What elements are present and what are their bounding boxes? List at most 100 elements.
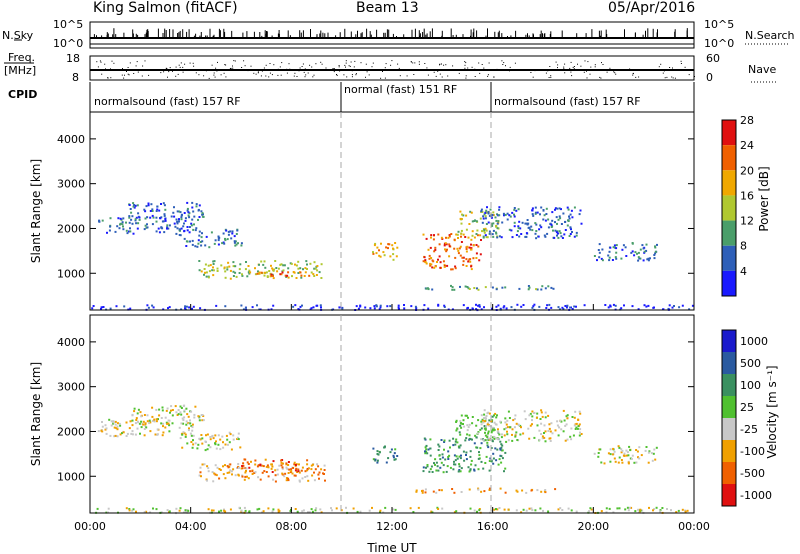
freq-dot: [344, 69, 346, 71]
data-cell: [232, 270, 235, 273]
data-cell: [101, 219, 104, 222]
cbar-swatch: [722, 120, 736, 146]
data-cell: [122, 431, 125, 434]
data-cell: [652, 509, 654, 512]
data-cell: [458, 247, 461, 250]
data-cell: [305, 260, 308, 263]
data-cell: [184, 433, 187, 436]
data-cell: [490, 216, 493, 219]
data-cell: [466, 424, 469, 427]
data-cell: [437, 449, 440, 451]
data-cell: [492, 214, 495, 217]
data-cell: [427, 307, 430, 310]
data-cell: [431, 259, 434, 262]
data-cell: [203, 268, 206, 270]
data-cell: [504, 286, 507, 289]
data-cell: [208, 246, 211, 249]
data-cell: [217, 239, 220, 242]
data-cell: [459, 245, 462, 248]
data-cell: [166, 226, 169, 229]
data-cell: [646, 258, 649, 261]
scatter-region-11: [95, 506, 689, 515]
data-cell: [541, 435, 544, 438]
data-cell: [559, 232, 562, 235]
data-cell: [433, 462, 435, 465]
data-cell: [477, 432, 479, 435]
data-cell: [519, 227, 522, 230]
cpid-segment-2: normal (fast) 151 RF: [344, 83, 458, 96]
data-cell: [555, 231, 558, 234]
data-cell: [502, 306, 505, 309]
data-cell: [488, 419, 491, 422]
data-cell: [214, 239, 217, 242]
data-cell: [417, 506, 420, 509]
data-cell: [544, 430, 547, 433]
data-cell: [618, 507, 621, 510]
freq-dot: [555, 61, 557, 63]
freq-dot: [344, 64, 346, 66]
data-cell: [468, 223, 471, 225]
freq-dot: [250, 65, 252, 67]
data-cell: [484, 428, 487, 431]
data-cell: [222, 441, 224, 444]
data-cell: [496, 213, 498, 216]
data-cell: [121, 432, 123, 435]
data-cell: [475, 308, 478, 311]
freq-dot: [247, 70, 249, 72]
data-cell: [209, 436, 212, 438]
data-cell: [457, 470, 460, 473]
data-cell: [435, 461, 438, 464]
data-cell: [220, 509, 223, 512]
data-cell: [259, 478, 262, 481]
data-cell: [633, 254, 636, 257]
data-cell: [133, 410, 136, 413]
data-cell: [562, 308, 565, 310]
data-cell: [186, 442, 189, 445]
data-cell: [468, 258, 471, 261]
data-cell: [245, 306, 247, 309]
data-cell: [486, 441, 489, 444]
freq-dot: [666, 76, 668, 78]
data-cell: [535, 230, 538, 232]
data-cell: [204, 244, 207, 247]
data-cell: [203, 463, 206, 466]
data-cell: [217, 243, 220, 246]
data-cell: [198, 204, 201, 207]
data-cell: [117, 422, 119, 425]
data-cell: [228, 265, 231, 268]
data-cell: [175, 218, 178, 221]
data-cell: [577, 425, 580, 428]
data-cell: [227, 233, 230, 236]
data-cell: [185, 420, 188, 423]
data-cell: [212, 269, 215, 272]
freq-dot: [445, 64, 447, 66]
freq-dot: [224, 64, 226, 66]
data-cell: [144, 217, 147, 220]
data-cell: [483, 413, 486, 416]
data-cell: [131, 419, 134, 422]
data-cell: [638, 257, 641, 260]
data-cell: [650, 452, 653, 455]
data-cell: [198, 269, 201, 272]
freq-dot: [606, 71, 608, 73]
data-cell: [523, 410, 526, 413]
data-cell: [238, 272, 241, 274]
freq-dot: [563, 66, 565, 68]
data-cell: [219, 438, 222, 441]
data-cell: [639, 248, 642, 251]
data-cell: [152, 306, 155, 309]
freq-dot: [514, 62, 516, 64]
data-cell: [191, 239, 194, 242]
data-cell: [224, 464, 226, 467]
data-cell: [171, 422, 174, 425]
freq-dot: [213, 72, 215, 74]
data-cell: [232, 265, 235, 268]
data-cell: [575, 231, 578, 234]
freq-tick-bottom: 8: [72, 71, 79, 84]
data-cell: [227, 230, 230, 233]
data-cell: [429, 447, 432, 450]
data-cell: [345, 506, 347, 509]
freq-dot: [452, 65, 454, 67]
data-cell: [533, 436, 536, 439]
data-cell: [183, 222, 185, 225]
